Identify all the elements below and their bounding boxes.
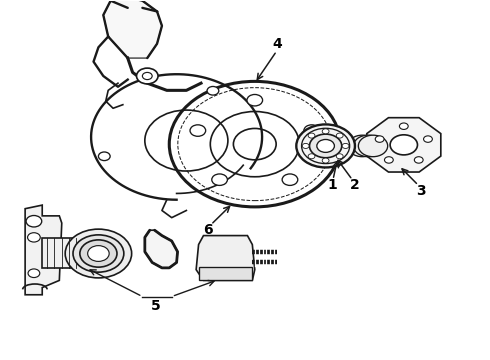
- Text: 6: 6: [203, 223, 213, 237]
- Circle shape: [73, 235, 124, 272]
- Circle shape: [322, 158, 329, 163]
- Circle shape: [296, 125, 355, 167]
- Circle shape: [308, 133, 315, 138]
- Circle shape: [26, 216, 42, 227]
- Circle shape: [317, 139, 334, 152]
- Circle shape: [308, 154, 315, 159]
- Circle shape: [353, 135, 383, 157]
- Polygon shape: [103, 0, 162, 58]
- Circle shape: [98, 152, 110, 161]
- Circle shape: [358, 135, 388, 157]
- Circle shape: [342, 143, 349, 148]
- Circle shape: [322, 129, 329, 134]
- Text: 1: 1: [327, 178, 337, 192]
- Circle shape: [143, 72, 152, 80]
- Text: 2: 2: [350, 178, 360, 192]
- Circle shape: [302, 143, 309, 148]
- Circle shape: [27, 233, 40, 242]
- Circle shape: [282, 174, 298, 185]
- Circle shape: [375, 136, 384, 142]
- Polygon shape: [25, 205, 62, 295]
- Circle shape: [423, 136, 432, 142]
- Text: 4: 4: [272, 37, 282, 51]
- Circle shape: [247, 94, 263, 106]
- Polygon shape: [196, 235, 255, 280]
- Circle shape: [137, 68, 158, 84]
- Circle shape: [207, 86, 219, 95]
- Circle shape: [80, 240, 117, 267]
- Circle shape: [347, 135, 377, 157]
- Circle shape: [336, 154, 343, 159]
- Polygon shape: [145, 230, 177, 268]
- Text: 3: 3: [416, 184, 426, 198]
- Circle shape: [190, 125, 206, 136]
- Circle shape: [336, 133, 343, 138]
- Text: 5: 5: [151, 298, 161, 312]
- Circle shape: [310, 134, 342, 158]
- Circle shape: [212, 174, 227, 185]
- Circle shape: [88, 246, 109, 261]
- Circle shape: [28, 269, 40, 278]
- Polygon shape: [198, 267, 252, 280]
- Circle shape: [385, 157, 393, 163]
- Polygon shape: [367, 118, 441, 172]
- Circle shape: [415, 157, 423, 163]
- Bar: [42, 238, 96, 268]
- Circle shape: [304, 125, 319, 136]
- Circle shape: [65, 229, 132, 278]
- Circle shape: [399, 123, 408, 130]
- Circle shape: [390, 135, 417, 155]
